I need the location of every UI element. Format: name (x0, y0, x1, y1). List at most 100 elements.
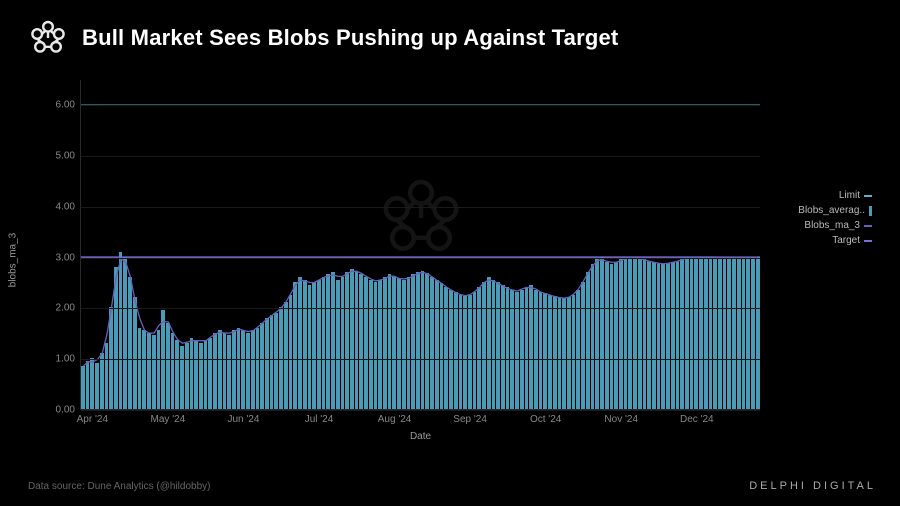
bar (369, 280, 373, 409)
bar (421, 271, 425, 409)
bar (251, 330, 255, 409)
bar (81, 366, 85, 409)
bar (180, 346, 184, 409)
bar (345, 272, 349, 409)
x-tick-label: Jun '24 (227, 414, 259, 425)
chart-title: Bull Market Sees Blobs Pushing up Agains… (82, 25, 618, 51)
gridline (81, 258, 760, 259)
bar (515, 292, 519, 409)
bar (496, 282, 500, 409)
legend-item-blobs-avg: Blobs_averag.. (764, 205, 872, 216)
bar (643, 259, 647, 409)
bar (605, 262, 609, 409)
legend-swatch (864, 195, 872, 197)
bar (237, 328, 241, 409)
x-axis-label: Date (410, 431, 431, 442)
bar (241, 330, 245, 409)
legend-label: Blobs_averag.. (798, 205, 865, 216)
bar (147, 333, 151, 409)
bar (308, 285, 312, 409)
bar (374, 282, 378, 409)
bar (218, 330, 222, 409)
bar (600, 257, 604, 409)
bar (756, 257, 760, 409)
x-tick-label: Aug '24 (378, 414, 412, 425)
bar (270, 315, 274, 409)
y-tick-label: 1.00 (56, 354, 75, 365)
x-tick-label: May '24 (151, 414, 186, 425)
bar (86, 361, 90, 409)
bar (388, 274, 392, 409)
bar (581, 282, 585, 409)
bar (572, 295, 576, 409)
bar (473, 292, 477, 409)
bar (190, 338, 194, 409)
bar (166, 323, 170, 409)
y-tick-label: 0.00 (56, 405, 75, 416)
data-source-note: Data source: Dune Analytics (@hildobby) (28, 481, 210, 492)
bar (364, 277, 368, 409)
bar (751, 257, 755, 409)
bar (567, 297, 571, 409)
bar (548, 295, 552, 409)
bar (543, 293, 547, 409)
bar (459, 295, 463, 409)
chart-zone: blobs_ma_3 Date 0.001.002.003.004.005.00… (28, 70, 872, 450)
bar (477, 287, 481, 409)
bar (378, 280, 382, 409)
bar (317, 280, 321, 409)
legend-label: Target (832, 235, 860, 246)
bar (723, 257, 727, 409)
bar (114, 267, 118, 409)
bar (699, 258, 703, 409)
y-tick-label: 5.00 (56, 151, 75, 162)
bar (454, 292, 458, 409)
bar (90, 358, 94, 409)
bar (213, 333, 217, 409)
bar (709, 258, 713, 409)
bar (482, 282, 486, 409)
legend-label: Limit (839, 190, 860, 201)
bar (223, 333, 227, 409)
bar (680, 259, 684, 409)
bar (727, 257, 731, 409)
x-tick-label: Sep '24 (453, 414, 487, 425)
bar (671, 262, 675, 409)
legend-label: Blobs_ma_3 (804, 220, 860, 231)
y-tick-label: 2.00 (56, 303, 75, 314)
bar (562, 298, 566, 409)
bar (227, 335, 231, 409)
bar (661, 264, 665, 409)
bar (274, 313, 278, 409)
bar (435, 280, 439, 409)
bar (350, 269, 354, 409)
bar (558, 297, 562, 409)
bar (553, 296, 557, 409)
x-tick-label: Nov '24 (604, 414, 638, 425)
bar (232, 330, 236, 409)
x-tick-label: Oct '24 (530, 414, 561, 425)
bar (444, 287, 448, 409)
bar (487, 277, 491, 409)
bar (704, 258, 708, 409)
bar (586, 272, 590, 409)
bar (685, 258, 689, 409)
bar (501, 285, 505, 409)
bar (624, 258, 628, 409)
bar (152, 335, 156, 409)
legend-swatch (869, 206, 872, 216)
bar (246, 333, 250, 409)
bar (633, 257, 637, 409)
bar (194, 340, 198, 409)
bar (742, 257, 746, 409)
bar (718, 257, 722, 409)
bar (341, 277, 345, 409)
bar (619, 259, 623, 409)
bar (591, 264, 595, 409)
x-tick-label: Jul '24 (305, 414, 334, 425)
bar (199, 343, 203, 409)
bar (746, 257, 750, 409)
brand-label: DELPHI DIGITAL (749, 480, 876, 492)
gridline (81, 156, 760, 157)
bar (123, 257, 127, 409)
